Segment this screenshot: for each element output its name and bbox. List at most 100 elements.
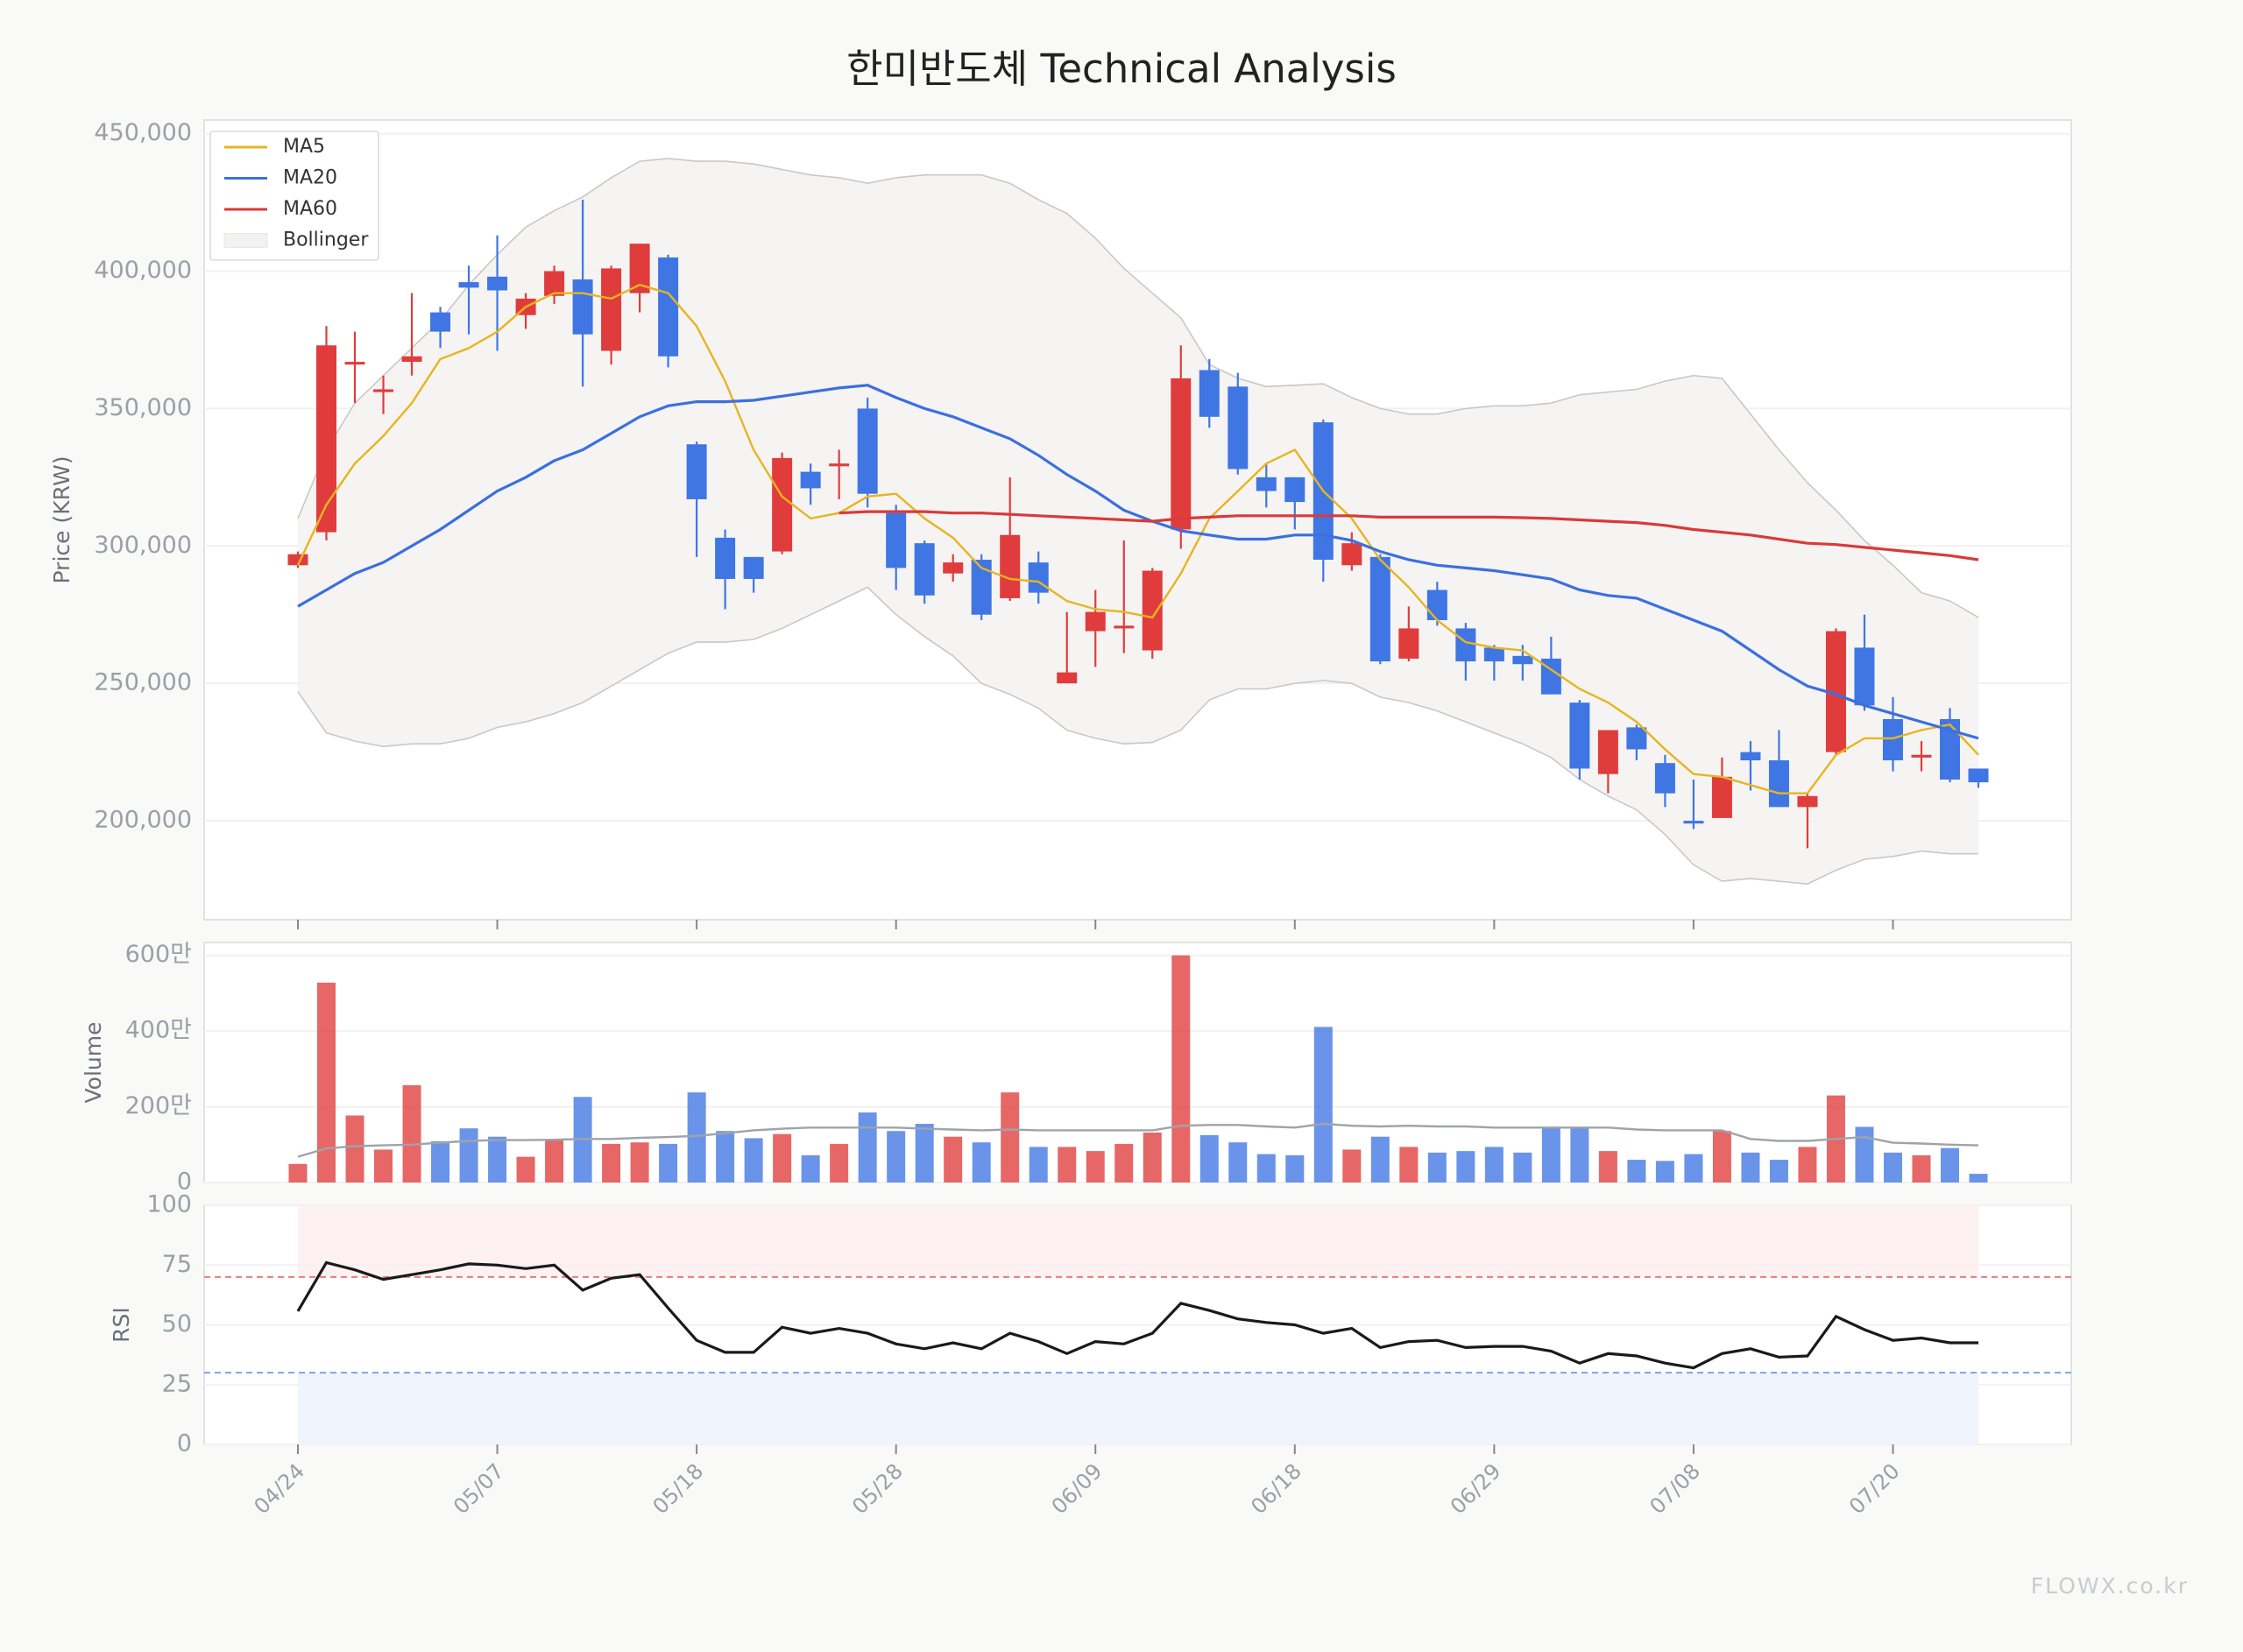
candle-body [1171,378,1192,530]
volume-bar [459,1128,478,1183]
candle-body [401,356,422,363]
x-tick-label: 07/20 [1844,1458,1905,1519]
chart-title: 한미반도체 Technical Analysis [846,46,1397,92]
y-axis-label: RSI [109,1307,134,1343]
candle-body [1882,718,1903,761]
volume-bar [1655,1161,1674,1183]
candle-body [1142,570,1163,651]
candle-body [886,512,907,568]
candle-body [1085,611,1106,632]
volume-bar [972,1142,991,1183]
volume-bar [1342,1149,1362,1183]
volume-bar [1598,1151,1617,1183]
x-tick-label: 06/18 [1246,1458,1306,1519]
y-tick-label: 250,000 [94,669,192,696]
volume-bar [1029,1147,1048,1183]
x-tick-label: 06/29 [1446,1458,1506,1519]
volume-bar [1199,1134,1219,1183]
legend-label: MA20 [283,167,337,189]
candle-body [430,312,451,332]
volume-bar [858,1112,877,1183]
volume-bar [1513,1152,1532,1183]
candle-body [914,543,935,596]
candle-body [743,556,764,579]
candle-body [1768,760,1789,808]
volume-bar [602,1143,621,1183]
volume-bar [317,982,336,1183]
candle-body [1256,477,1277,491]
candle-body [1540,658,1561,695]
volume-bar [431,1140,450,1183]
y-tick-label: 200만 [125,1092,192,1119]
y-tick-label: 100 [146,1191,192,1218]
candle-body [344,362,365,365]
volume-bar [830,1143,849,1183]
candle-body [629,244,650,293]
candle-body [1911,754,1932,758]
candle-body [458,282,479,288]
y-axis-label: Volume [81,1022,106,1104]
candle-body [1369,556,1390,662]
y-tick-label: 450,000 [94,119,192,146]
volume-bar [1256,1154,1276,1183]
rsi-line [296,1260,1978,1370]
volume-bar [944,1136,963,1183]
ma-line [297,384,1979,740]
bollinger-edge [297,158,1979,618]
candle-body [1057,672,1078,684]
volume-bar [1001,1092,1020,1183]
candle-body [1341,543,1362,566]
candle-body [658,257,679,357]
candle-body [373,389,394,392]
candle-body [772,457,793,552]
plot-area [203,942,2072,1183]
volume-bar [1313,1027,1333,1183]
volume-bar [1228,1142,1248,1183]
candle-body [487,276,508,291]
volume-bar [773,1133,792,1183]
x-tick-label: 05/07 [449,1458,509,1519]
volume-bar [488,1136,507,1183]
oversold-zone [298,1373,1978,1444]
candle-body [1000,534,1021,598]
y-tick-label: 0 [177,1430,192,1458]
candle-body [800,471,821,489]
volume-bar [801,1154,820,1183]
candle-body [715,537,736,579]
candle-body [1825,631,1846,752]
candle-body [1797,795,1818,808]
volume-bar [1484,1147,1504,1183]
volume-bar [374,1149,393,1183]
volume-bar [545,1140,564,1183]
volume-bar [1570,1128,1589,1183]
y-tick-label: 300,000 [94,532,192,559]
volume-bar [1883,1152,1902,1183]
candle-body [1711,776,1732,818]
volume-bar [516,1156,535,1183]
candle-body [971,559,992,615]
candle-body [572,279,593,335]
y-tick-label: 400,000 [94,257,192,284]
volume-bar [1712,1131,1731,1183]
volume-bar [1427,1152,1447,1183]
candle-body [601,268,622,351]
y-tick-label: 350,000 [94,394,192,421]
y-tick-label: 400만 [125,1017,192,1044]
candle-body [1939,718,1960,780]
candle-body [1455,628,1476,662]
candle-body [1284,477,1305,503]
candle-body [857,408,878,494]
legend-label: MA5 [283,136,325,158]
candle-body [1426,589,1447,621]
volume-bar [1969,1174,1988,1183]
y-tick-label: 25 [162,1370,192,1397]
volume-bar [1086,1151,1105,1183]
y-tick-label: 75 [162,1251,192,1278]
volume-bar [1285,1154,1305,1183]
volume-bar [1940,1147,1959,1183]
y-axis-label: Price (KRW) [49,456,74,584]
candle-body [686,444,707,499]
volume-bar [1456,1151,1475,1183]
x-tick-label: 05/28 [847,1458,908,1519]
